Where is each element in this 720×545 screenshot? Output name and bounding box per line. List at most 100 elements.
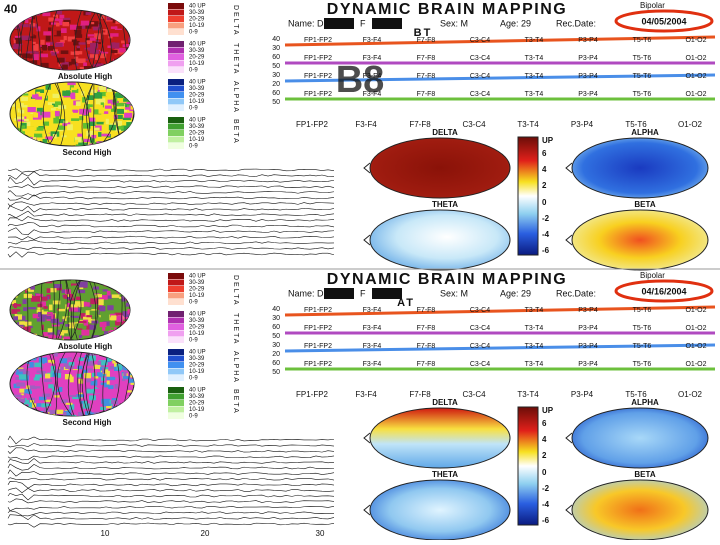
speckle xyxy=(99,89,107,93)
trend-tick: 30 xyxy=(272,342,280,349)
speckle xyxy=(79,67,85,70)
speckle xyxy=(78,353,85,358)
speckle xyxy=(24,363,30,367)
speckle xyxy=(59,331,65,336)
speckle xyxy=(39,301,47,308)
redaction xyxy=(324,288,354,299)
speckle xyxy=(104,105,112,109)
eeg-trace xyxy=(7,469,335,477)
topo-map xyxy=(571,479,709,541)
speckle xyxy=(57,329,61,336)
legend-swatch xyxy=(168,85,184,92)
speckle xyxy=(70,304,78,309)
speckle xyxy=(56,409,64,414)
speckle xyxy=(111,411,120,416)
speckle xyxy=(111,12,120,18)
speckle xyxy=(33,112,39,118)
speckle xyxy=(87,47,95,51)
speckle xyxy=(12,44,21,50)
legend-range: 20-29 xyxy=(189,131,205,137)
speckle xyxy=(22,371,30,377)
legend-swatch xyxy=(168,92,184,98)
speckle xyxy=(100,102,104,108)
speckle xyxy=(59,394,65,400)
speckle xyxy=(32,41,36,44)
legend-swatch xyxy=(168,3,184,9)
speckle xyxy=(25,51,35,54)
speckle xyxy=(84,54,94,59)
speckle xyxy=(86,378,92,383)
speckle xyxy=(27,390,32,394)
speckle xyxy=(36,91,41,95)
channel-label: P3-P4 xyxy=(578,361,598,368)
speckle xyxy=(99,305,106,312)
speckle xyxy=(107,99,113,104)
legend-range: 30-39 xyxy=(189,394,205,400)
speckle xyxy=(120,11,130,16)
speckle xyxy=(77,326,87,329)
x-axis-label: 20 xyxy=(201,529,210,538)
speckle xyxy=(51,51,57,56)
legend-swatch xyxy=(168,368,184,375)
channel-label: FP1-FP2 xyxy=(304,55,332,62)
speckle xyxy=(12,141,22,145)
speckle xyxy=(121,331,130,335)
speckle xyxy=(18,411,27,416)
channel-label: F3-F4 xyxy=(363,343,382,350)
speckle xyxy=(40,39,45,45)
speckle xyxy=(106,16,116,21)
brain-contour xyxy=(92,82,95,146)
channel-label: T3-T4 xyxy=(525,55,544,62)
speckle xyxy=(131,127,134,134)
speckle xyxy=(86,359,95,366)
eeg-trace xyxy=(7,492,335,501)
channel-label: O1-O2 xyxy=(685,343,706,350)
speckle xyxy=(129,307,130,312)
scale-label: 4 xyxy=(542,165,547,174)
speckle xyxy=(125,107,132,110)
speckle xyxy=(50,318,60,324)
speckle xyxy=(125,401,130,405)
speckle xyxy=(83,330,89,335)
speckle xyxy=(73,110,79,113)
speckle xyxy=(21,96,28,102)
speckle xyxy=(121,40,125,44)
brain-contour xyxy=(52,280,55,340)
speckle xyxy=(128,398,133,404)
eeg-trace xyxy=(7,194,335,201)
eeg-trace xyxy=(7,481,335,489)
speckle xyxy=(51,397,59,401)
speckle xyxy=(75,101,81,106)
speckle xyxy=(116,363,123,370)
speckle xyxy=(76,310,81,316)
speckle xyxy=(130,105,134,110)
legend-range: 20-29 xyxy=(189,93,205,99)
speckle xyxy=(105,59,109,63)
speckle xyxy=(33,143,39,146)
speckle xyxy=(100,53,107,59)
eeg-trace xyxy=(7,171,335,180)
channel-label: T3-T4 xyxy=(525,91,544,98)
speckle xyxy=(123,371,127,378)
speckle xyxy=(125,328,130,334)
speckle xyxy=(31,23,36,27)
speckle xyxy=(23,118,29,122)
speckle xyxy=(127,38,130,43)
speckle xyxy=(18,83,24,87)
speckle xyxy=(123,119,132,123)
speckle xyxy=(52,103,57,107)
brain-contour xyxy=(91,10,102,70)
scale-label: UP xyxy=(542,406,554,415)
speckle xyxy=(51,398,60,404)
speckle xyxy=(14,35,22,38)
channel-axis: FP1-FP2 xyxy=(296,390,329,399)
speckle xyxy=(116,86,120,90)
speckle xyxy=(57,373,62,378)
eeg-trace xyxy=(7,487,335,494)
speckle xyxy=(125,281,130,287)
speckle xyxy=(45,373,51,379)
speckle xyxy=(46,312,53,315)
speckle xyxy=(86,130,93,137)
legend-range: 0-9 xyxy=(189,300,198,306)
